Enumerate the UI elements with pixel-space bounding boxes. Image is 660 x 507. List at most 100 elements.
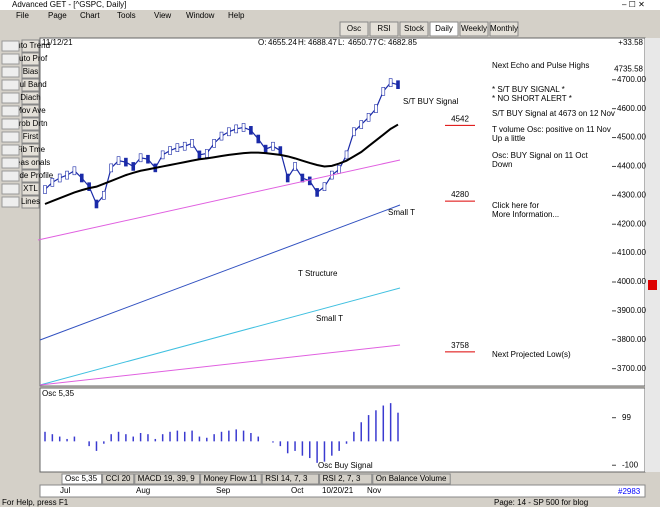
price-panel <box>39 37 646 387</box>
trend-line <box>39 287 401 386</box>
candle <box>396 80 400 89</box>
moving-average <box>44 123 399 205</box>
side-icon[interactable] <box>1 157 20 169</box>
side-icon[interactable] <box>1 144 20 156</box>
candle <box>212 139 216 148</box>
osc-label: Osc Buy Signal <box>318 461 373 470</box>
side-icon[interactable] <box>1 53 20 65</box>
quote-value: 4682.85 <box>388 38 417 47</box>
side-button[interactable] <box>21 52 40 66</box>
chart-label: Small T <box>316 314 343 323</box>
side-button[interactable] <box>21 39 40 53</box>
note: Up a little <box>492 134 526 143</box>
side-button[interactable] <box>21 91 40 105</box>
candle <box>359 120 364 129</box>
toolbar-button[interactable] <box>339 21 369 37</box>
tab[interactable] <box>61 473 103 485</box>
window-controls[interactable]: – ☐ ✕ <box>622 0 645 9</box>
candle <box>160 150 165 160</box>
side-button[interactable] <box>21 130 40 144</box>
candle <box>249 126 253 135</box>
candle <box>72 166 77 176</box>
candle <box>87 182 91 191</box>
candle <box>293 162 297 171</box>
u-button[interactable] <box>648 280 657 290</box>
toolbar-button[interactable] <box>369 21 399 37</box>
osc-tick-label: -100 <box>622 460 639 469</box>
side-icon[interactable] <box>1 105 20 117</box>
y-tick-label: 4600.00 <box>617 104 646 113</box>
side-icon[interactable] <box>1 183 20 195</box>
candle <box>138 153 143 163</box>
toolbar-button[interactable] <box>399 21 429 37</box>
side-button[interactable] <box>21 195 40 209</box>
side-icon[interactable] <box>1 92 20 104</box>
candle <box>374 104 378 113</box>
toolbar-button[interactable] <box>429 21 459 37</box>
trend-line <box>39 344 401 386</box>
tab[interactable] <box>319 473 373 485</box>
menu-item[interactable]: Help <box>228 11 245 20</box>
candle <box>146 154 150 164</box>
toolbar-label: Monthly <box>490 24 518 33</box>
side-icon[interactable] <box>1 40 20 52</box>
side-button[interactable] <box>21 156 40 170</box>
side-button[interactable] <box>21 169 40 183</box>
quote-label: L: <box>338 38 345 47</box>
side-button[interactable] <box>21 143 40 157</box>
side-button[interactable] <box>21 104 40 118</box>
side-label: Mov Ave <box>15 106 46 115</box>
note[interactable]: More Information... <box>492 210 559 219</box>
menu-item[interactable]: Tools <box>117 11 136 20</box>
side-icon[interactable] <box>1 66 20 78</box>
y-tick-label: 4200.00 <box>617 219 646 228</box>
x-label: Jul <box>60 486 70 495</box>
tab[interactable] <box>200 473 262 485</box>
side-label: Bul Band <box>14 80 46 89</box>
candle <box>219 131 224 141</box>
note: * S/T BUY SIGNAL * <box>492 85 565 94</box>
side-label: XTL <box>23 184 38 193</box>
candle <box>109 163 113 173</box>
candle <box>234 124 239 134</box>
tab-label: CCI 20 <box>106 474 131 483</box>
candle <box>131 162 136 171</box>
menu-item[interactable]: File <box>16 11 29 20</box>
tab-label: RSI 14, 7, 3 <box>265 474 308 483</box>
candle <box>204 149 209 158</box>
side-label: Auto Trend <box>11 41 50 50</box>
menu-item[interactable]: Window <box>186 11 215 20</box>
quote-value: 4688.47 <box>308 38 337 47</box>
tab[interactable] <box>134 473 201 485</box>
note[interactable]: Click here for <box>492 201 539 210</box>
tab[interactable] <box>372 473 451 485</box>
menu-item[interactable]: Chart <box>80 11 100 20</box>
candle <box>168 146 172 155</box>
side-label: Trade Profile <box>8 171 54 180</box>
side-icon[interactable] <box>1 118 20 130</box>
tab[interactable] <box>102 473 135 485</box>
toolbar-button[interactable] <box>459 21 489 37</box>
x-label: 10/20/21 <box>322 486 354 495</box>
side-button[interactable] <box>21 182 40 196</box>
y-tick-label: 3800.00 <box>617 335 646 344</box>
tab[interactable] <box>261 473 320 485</box>
y-tick-label: 4400.00 <box>617 162 646 171</box>
menu-item[interactable]: View <box>154 11 171 20</box>
side-button[interactable] <box>21 78 40 92</box>
side-button[interactable] <box>21 117 40 131</box>
quote-value: 4655.24 <box>268 38 297 47</box>
side-icon[interactable] <box>1 196 20 208</box>
menu-item[interactable]: Page <box>48 11 67 20</box>
top-price: 4735.58 <box>614 65 643 74</box>
note: S/T BUY Signal at 4673 on 12 Nov <box>492 109 615 118</box>
toolbar-button[interactable] <box>489 21 519 37</box>
side-icon[interactable] <box>1 170 20 182</box>
y-tick-label: 3900.00 <box>617 306 646 315</box>
note: Down <box>492 160 512 169</box>
side-icon[interactable] <box>1 79 20 91</box>
chart-label: Small T <box>388 208 415 217</box>
status-help: For Help, press F1 <box>2 498 69 507</box>
side-button[interactable] <box>21 65 40 79</box>
side-icon[interactable] <box>1 131 20 143</box>
